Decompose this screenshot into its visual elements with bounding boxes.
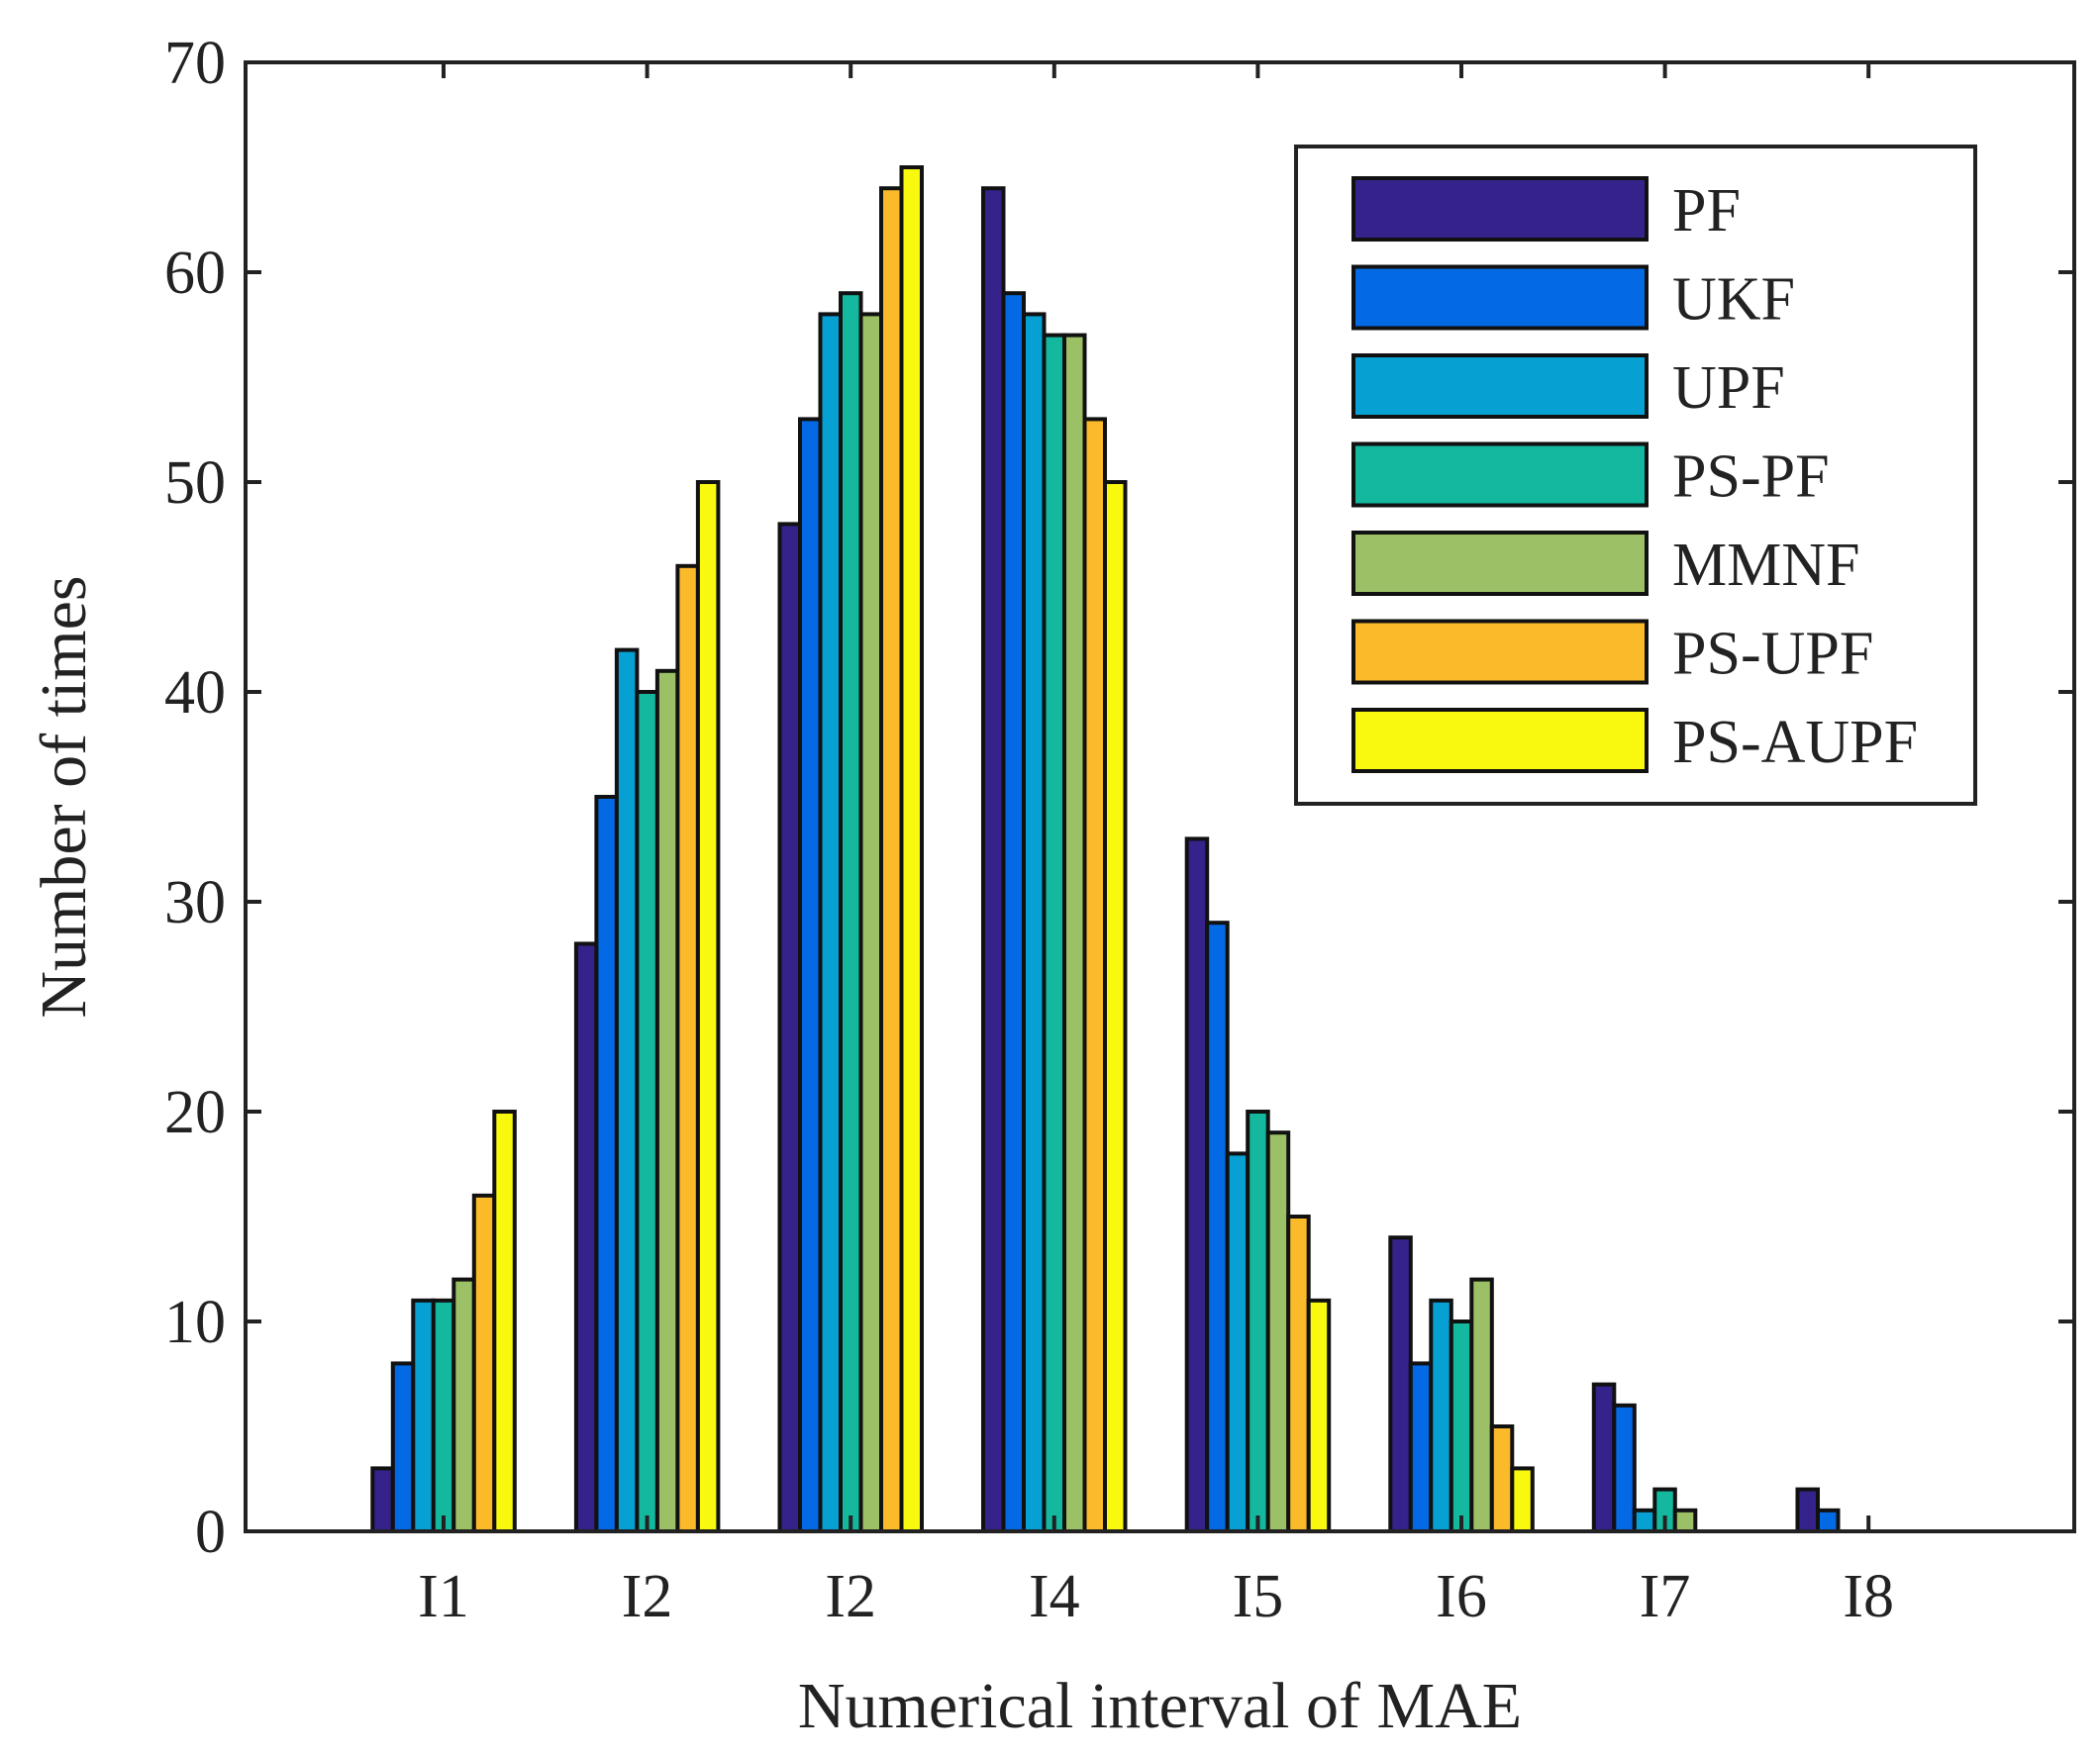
x-tick-label: I7 bbox=[1640, 1563, 1691, 1630]
bar-ukf-i8-7 bbox=[1816, 1508, 1841, 1534]
legend-swatch-pf bbox=[1351, 176, 1649, 242]
x-tick-label: I5 bbox=[1233, 1563, 1284, 1630]
x-tick-label: I6 bbox=[1436, 1563, 1487, 1630]
y-tick-label: 40 bbox=[164, 659, 226, 727]
legend-swatch-ps-upf bbox=[1351, 619, 1649, 685]
bar-ps-pf-i4-3 bbox=[1042, 333, 1066, 1534]
y-tick-label: 0 bbox=[195, 1499, 226, 1566]
bar-ps-pf-i2-2 bbox=[839, 291, 863, 1534]
y-tick-label: 30 bbox=[164, 869, 226, 936]
bar-ps-pf-i5-4 bbox=[1246, 1110, 1270, 1533]
bar-ukf-i2-1 bbox=[594, 795, 619, 1533]
bar-upf-i1-0 bbox=[411, 1298, 436, 1534]
bar-ps-upf-i2-1 bbox=[675, 563, 700, 1533]
legend-label-ps-pf: PS-PF bbox=[1672, 443, 1830, 511]
bar-ps-aupf-i5-4 bbox=[1306, 1298, 1332, 1534]
legend-label-ps-upf: PS-UPF bbox=[1672, 621, 1873, 688]
bar-upf-i4-3 bbox=[1022, 312, 1047, 1533]
bar-ps-upf-i2-2 bbox=[879, 186, 904, 1534]
legend-label-upf: UPF bbox=[1672, 354, 1785, 422]
bar-ukf-i1-0 bbox=[390, 1361, 416, 1534]
bar-mmnf-i6-5 bbox=[1469, 1277, 1494, 1533]
bar-mmnf-i5-4 bbox=[1265, 1130, 1291, 1533]
legend-swatch-upf bbox=[1351, 353, 1649, 419]
bar-mmnf-i4-3 bbox=[1062, 333, 1087, 1534]
x-tick-label: I2 bbox=[622, 1563, 673, 1630]
legend-label-ukf: UKF bbox=[1672, 266, 1795, 334]
bar-ps-aupf-i2-2 bbox=[899, 165, 924, 1533]
bar-ukf-i4-3 bbox=[1001, 291, 1026, 1534]
bar-pf-i6-5 bbox=[1388, 1235, 1413, 1533]
bar-upf-i2-1 bbox=[614, 647, 640, 1533]
y-tick-label: 10 bbox=[164, 1289, 226, 1356]
bar-ps-pf-i6-5 bbox=[1449, 1319, 1474, 1533]
bar-ps-pf-i2-1 bbox=[635, 690, 659, 1533]
x-tick-label: I4 bbox=[1029, 1563, 1080, 1630]
legend-swatch-ps-aupf bbox=[1351, 708, 1649, 773]
bar-pf-i2-2 bbox=[777, 522, 802, 1533]
bar-upf-i6-5 bbox=[1429, 1298, 1453, 1534]
bar-pf-i1-0 bbox=[370, 1466, 395, 1534]
x-tick-label: I1 bbox=[418, 1563, 469, 1630]
bar-ps-aupf-i4-3 bbox=[1103, 480, 1128, 1533]
bar-ps-aupf-i2-1 bbox=[695, 480, 721, 1533]
bar-pf-i7-6 bbox=[1591, 1382, 1617, 1533]
bar-mmnf-i1-0 bbox=[451, 1277, 476, 1533]
y-tick-label: 70 bbox=[164, 30, 226, 97]
plot-area-frame bbox=[244, 60, 2076, 1533]
y-axis-ticks: 0 10 20 30 40 50 60 70 bbox=[164, 30, 2074, 1566]
bar-ps-upf-i5-4 bbox=[1286, 1215, 1311, 1533]
x-axis-title: Numerical interval of MAE bbox=[798, 1670, 1522, 1742]
x-axis-ticks: I1 I2 I2 I4 I5 I6 I7 I8 bbox=[418, 62, 1894, 1630]
y-tick-label: 50 bbox=[164, 449, 226, 517]
bar-pf-i5-4 bbox=[1184, 836, 1210, 1533]
legend: PF UKF UPF PS-PF MMNF PS-UPF PS-AUPF bbox=[1294, 145, 1977, 806]
bar-ps-upf-i4-3 bbox=[1082, 417, 1107, 1533]
bar-ps-aupf-i6-5 bbox=[1510, 1466, 1535, 1534]
bar-ps-upf-i1-0 bbox=[471, 1193, 497, 1534]
bar-ukf-i7-6 bbox=[1612, 1403, 1637, 1534]
bar-upf-i5-4 bbox=[1225, 1151, 1250, 1534]
bar-mmnf-i2-2 bbox=[858, 312, 883, 1533]
bar-mmnf-i2-1 bbox=[654, 668, 680, 1533]
x-tick-label: I8 bbox=[1843, 1563, 1894, 1630]
bar-upf-i7-6 bbox=[1632, 1508, 1657, 1534]
legend-swatch-ukf bbox=[1351, 264, 1649, 331]
legend-label-mmnf: MMNF bbox=[1672, 532, 1860, 599]
legend-swatch-ps-pf bbox=[1351, 441, 1649, 508]
legend-label-pf: PF bbox=[1672, 177, 1741, 244]
bar-pf-i4-3 bbox=[981, 186, 1006, 1534]
bar-ukf-i6-5 bbox=[1408, 1361, 1434, 1534]
bar-pf-i2-1 bbox=[573, 941, 599, 1533]
x-tick-label: I2 bbox=[825, 1563, 876, 1630]
legend-swatch-mmnf bbox=[1351, 531, 1649, 596]
y-tick-label: 20 bbox=[164, 1079, 226, 1146]
y-tick-label: 60 bbox=[164, 240, 226, 307]
legend-label-ps-aupf: PS-AUPF bbox=[1672, 709, 1918, 776]
bar-ukf-i2-2 bbox=[798, 417, 823, 1533]
bar-ps-aupf-i1-0 bbox=[492, 1110, 517, 1533]
bar-ps-upf-i6-5 bbox=[1489, 1424, 1515, 1533]
y-axis-title: Number of times bbox=[28, 575, 100, 1018]
bar-mmnf-i7-6 bbox=[1672, 1508, 1698, 1534]
bar-ps-pf-i1-0 bbox=[431, 1298, 456, 1534]
bar-ukf-i5-4 bbox=[1205, 921, 1230, 1533]
bar-upf-i2-2 bbox=[818, 312, 843, 1533]
bar-pf-i8-7 bbox=[1795, 1487, 1820, 1533]
